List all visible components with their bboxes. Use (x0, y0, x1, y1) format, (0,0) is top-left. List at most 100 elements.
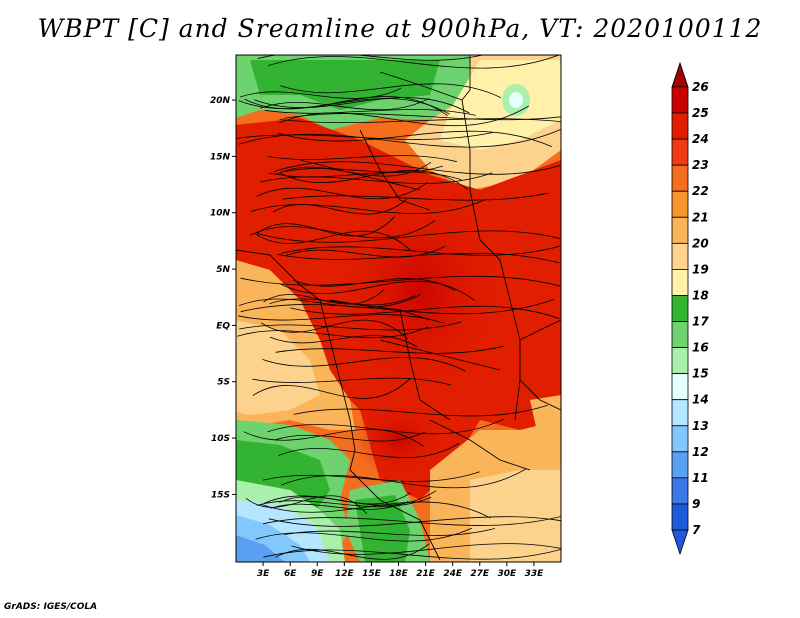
colorbar-label: 23 (692, 158, 709, 172)
streamline (255, 527, 473, 542)
colorbar-segment (671, 399, 689, 427)
colorbar-label: 11 (692, 471, 709, 485)
lon-tick-label: 21E (416, 569, 436, 579)
colorbar-label: 12 (692, 445, 709, 459)
colorbar-label: 26 (692, 80, 709, 94)
colorbar-label: 18 (692, 288, 709, 302)
colorbar-label: 24 (692, 132, 709, 146)
streamline (279, 105, 530, 127)
streamline (240, 275, 561, 287)
colorbar-segment (671, 295, 689, 322)
streamline (269, 295, 416, 306)
colorbar-label: 21 (692, 210, 709, 224)
colorbar-segment (671, 242, 689, 270)
streamline (260, 97, 430, 111)
lat-tick-label: 15N (210, 152, 231, 162)
lon-tick-label: 18E (389, 569, 409, 579)
streamline (283, 113, 561, 121)
streamline (263, 289, 385, 305)
streamline (249, 220, 436, 239)
grads-credit: GrADS: IGES/COLA (4, 602, 98, 612)
streamline (284, 528, 495, 536)
colorbar-segment (671, 347, 689, 375)
streamline (280, 245, 561, 256)
latitude-axis: 20N 15N 10N 5N EQ 5S 10S 15S (210, 96, 236, 500)
streamline (280, 280, 475, 301)
streamline (275, 431, 426, 442)
colorbar-label: 25 (692, 106, 709, 120)
streamline (272, 198, 408, 215)
colorbar-segment (671, 190, 689, 218)
streamline (238, 98, 450, 115)
colorbar-segment (671, 451, 689, 479)
streamline (257, 55, 485, 61)
lon-tick-label: 15E (362, 569, 382, 579)
lat-tick-label: 5S (217, 378, 230, 388)
chart-title: WBPT [C] and Sreamline at 900hPa, VT: 20… (37, 14, 763, 43)
lon-tick-label: 30E (497, 569, 517, 579)
streamline (256, 216, 395, 237)
streamline (250, 199, 486, 214)
streamline (280, 83, 502, 98)
colorbar-label: 7 (692, 523, 701, 537)
streamline (291, 543, 561, 555)
streamline (239, 87, 402, 99)
lon-tick-label: 3E (257, 569, 270, 579)
streamline (256, 496, 432, 508)
streamline (252, 377, 452, 386)
colorbar-label: 9 (692, 497, 700, 511)
streamline (275, 345, 504, 354)
streamline (279, 118, 561, 124)
streamline (256, 181, 428, 200)
streamline (262, 515, 561, 526)
lat-tick-label: 10N (210, 209, 231, 219)
streamline (260, 501, 491, 519)
streamline (256, 230, 561, 243)
streamline (280, 468, 527, 489)
lon-tick-label: 6E (284, 569, 297, 579)
streamline (244, 96, 448, 117)
streamline (278, 442, 460, 458)
lon-tick-label: 24E (443, 569, 463, 579)
colorbar-label: 16 (692, 341, 709, 355)
streamline (260, 172, 493, 184)
colorbar-label: 17 (692, 315, 709, 329)
colorbar-segment (671, 425, 689, 453)
streamline (262, 357, 466, 372)
colorbar-segment (671, 503, 689, 531)
colorbar-segment (671, 269, 689, 296)
streamline (280, 170, 468, 190)
streamline (254, 97, 470, 114)
colorbar-segment (671, 164, 689, 192)
streamline (273, 161, 561, 175)
colorbar-label: 20 (692, 236, 709, 250)
lat-tick-label: 20N (210, 96, 231, 106)
streamline (285, 245, 446, 258)
streamline (269, 335, 418, 348)
colorbar-segment (671, 138, 689, 166)
streamline (245, 495, 368, 515)
streamline (255, 230, 411, 251)
colorbar-label: 22 (692, 184, 709, 198)
lon-tick-label: 27E (470, 569, 490, 579)
lon-tick-label: 9E (311, 569, 324, 579)
streamline (243, 429, 424, 447)
streamline (279, 492, 411, 505)
streamline (239, 321, 462, 331)
streamline (267, 155, 457, 163)
streamline (268, 516, 561, 527)
colorbar-high-arrow (671, 61, 689, 88)
streamline (238, 314, 444, 324)
streamline (238, 128, 561, 148)
streamline (285, 165, 444, 173)
lon-tick-label: 12E (335, 569, 355, 579)
colorbar-label: 19 (692, 262, 709, 276)
colorbar-label: 13 (692, 419, 709, 433)
streamline (275, 543, 430, 560)
temperature-field (236, 55, 561, 562)
colorbar-low-arrow (671, 529, 689, 556)
colorbar-label: 14 (692, 393, 709, 407)
streamline (268, 55, 560, 69)
lon-tick-label: 33E (525, 569, 545, 579)
